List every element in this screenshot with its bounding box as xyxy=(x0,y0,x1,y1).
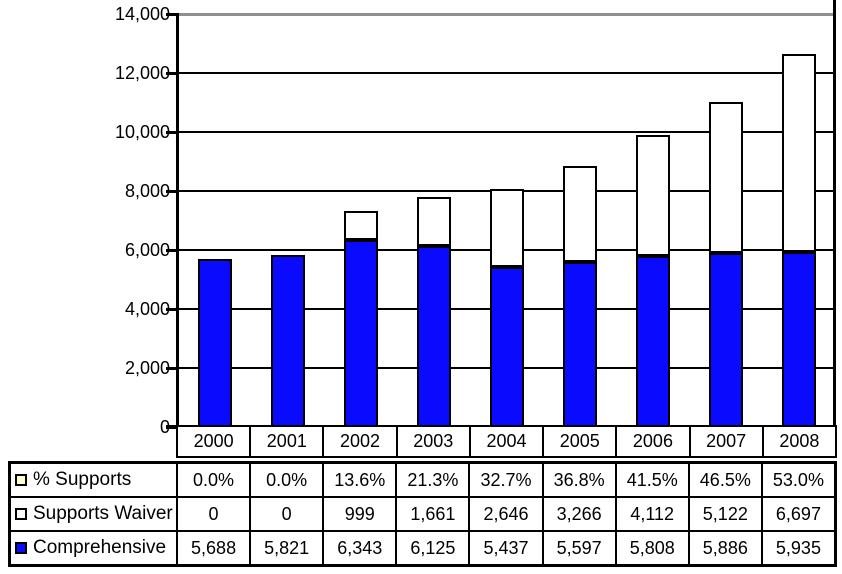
table-value-cell: 21.3% xyxy=(397,464,469,496)
table-value-cell: 5,122 xyxy=(689,498,761,530)
table-value-cell: 1,661 xyxy=(397,498,469,530)
table-value-cell: 5,935 xyxy=(762,532,834,564)
data-table: % Supports 0.0% 0.0% 13.6% 21.3% 32.7% 36.8% 41… xyxy=(8,461,837,567)
bar-segment-supports-waiver-2003 xyxy=(417,197,451,246)
bar-segment-supports-waiver-2008 xyxy=(782,54,816,252)
table-value-cell: 0 xyxy=(178,498,250,530)
year-header-row: 2000 2001 2002 2003 2004 2005 2006 2007 2008 xyxy=(176,425,837,458)
gridline xyxy=(178,72,836,74)
legend-color-swatch xyxy=(15,474,27,486)
gridline-top xyxy=(178,13,836,16)
table-value-cell: 5,437 xyxy=(470,532,542,564)
y-axis-tick xyxy=(166,131,178,134)
y-axis-tick-label: 8,000 xyxy=(124,181,170,201)
table-value-cell: 6,343 xyxy=(324,532,396,564)
table-value-cell: 53.0% xyxy=(762,464,834,496)
bar-segment-comprehensive-2004 xyxy=(490,267,524,427)
y-axis-tick-label: 4,000 xyxy=(124,299,170,319)
legend-row-label: % Supports xyxy=(11,464,176,496)
bar-segment-comprehensive-2001 xyxy=(271,255,305,427)
y-axis-tick xyxy=(166,190,178,193)
table-value-cell: 0.0% xyxy=(178,464,250,496)
year-cell-2008: 2008 xyxy=(763,427,835,456)
table-value-cell: 32.7% xyxy=(470,464,542,496)
year-cell-2006: 2006 xyxy=(617,427,689,456)
year-cell-2003: 2003 xyxy=(397,427,469,456)
y-axis-tick xyxy=(166,249,178,252)
table-value-cell: 13.6% xyxy=(324,464,396,496)
bar-segment-comprehensive-2008 xyxy=(782,252,816,427)
bar-segment-supports-waiver-2002 xyxy=(344,211,378,240)
table-value-cell: 5,886 xyxy=(689,532,761,564)
table-value-cell: 6,697 xyxy=(762,498,834,530)
gridline xyxy=(178,131,836,133)
table-value-cell: 2,646 xyxy=(470,498,542,530)
bar-segment-supports-waiver-2004 xyxy=(490,189,524,267)
bar-segment-supports-waiver-2007 xyxy=(709,102,743,253)
table-value-cell: 46.5% xyxy=(689,464,761,496)
series-name: Supports Waiver xyxy=(33,503,173,524)
year-cell-2000: 2000 xyxy=(178,427,250,456)
year-cell-2001: 2001 xyxy=(251,427,323,456)
legend-row-label: Comprehensive xyxy=(11,532,176,564)
year-cell-2005: 2005 xyxy=(544,427,616,456)
bar-segment-comprehensive-2005 xyxy=(563,262,597,427)
table-value-cell: 0 xyxy=(251,498,323,530)
table-value-cell: 999 xyxy=(324,498,396,530)
y-axis-line xyxy=(176,13,179,428)
y-axis-tick xyxy=(166,72,178,75)
table-value-cell: 5,821 xyxy=(251,532,323,564)
year-cell-2002: 2002 xyxy=(324,427,396,456)
bar-segment-comprehensive-2003 xyxy=(417,246,451,427)
plot-right-border xyxy=(833,0,836,428)
year-cell-2004: 2004 xyxy=(470,427,543,456)
y-axis-tick-label: 2,000 xyxy=(124,358,170,378)
y-axis-tick xyxy=(166,13,178,16)
table-value-cell: 5,688 xyxy=(178,532,250,564)
year-cell-2007: 2007 xyxy=(690,427,762,456)
y-axis-tick-label: 12,000 xyxy=(114,63,170,83)
bar-segment-comprehensive-2007 xyxy=(709,253,743,427)
bar-segment-comprehensive-2000 xyxy=(198,259,232,427)
table-value-cell: 0.0% xyxy=(251,464,323,496)
legend-color-swatch xyxy=(15,508,27,520)
y-axis-tick xyxy=(166,367,178,370)
bar-segment-supports-waiver-2005 xyxy=(563,166,597,262)
table-value-cell: 4,112 xyxy=(616,498,688,530)
legend-row-label: Supports Waiver xyxy=(11,498,176,530)
table-value-cell: 41.5% xyxy=(616,464,688,496)
bar-segment-supports-waiver-2006 xyxy=(636,135,670,256)
y-axis-tick xyxy=(166,308,178,311)
legend-color-swatch xyxy=(15,542,27,554)
y-axis-tick-label: 10,000 xyxy=(114,122,170,142)
bar-segment-comprehensive-2006 xyxy=(636,256,670,427)
series-name: Comprehensive xyxy=(33,537,167,558)
table-value-cell: 5,597 xyxy=(543,532,615,564)
table-value-cell: 6,125 xyxy=(397,532,469,564)
table-value-cell: 36.8% xyxy=(543,464,615,496)
y-axis-tick-label: 14,000 xyxy=(114,4,170,24)
y-axis-tick-label: 0 xyxy=(159,417,170,437)
bar-segment-comprehensive-2002 xyxy=(344,240,378,427)
table-value-cell: 3,266 xyxy=(543,498,615,530)
y-axis-tick-label: 6,000 xyxy=(124,240,170,260)
table-value-cell: 5,808 xyxy=(616,532,688,564)
series-name: % Supports xyxy=(33,469,132,490)
